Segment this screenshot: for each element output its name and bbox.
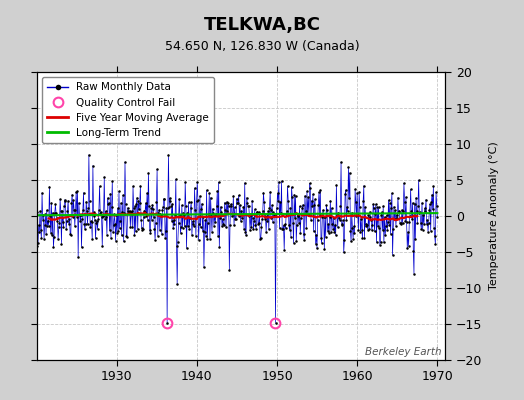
Text: Berkeley Earth: Berkeley Earth [365, 347, 441, 357]
Y-axis label: Temperature Anomaly (°C): Temperature Anomaly (°C) [489, 142, 499, 290]
Text: TELKWA,BC: TELKWA,BC [203, 16, 321, 34]
Legend: Raw Monthly Data, Quality Control Fail, Five Year Moving Average, Long-Term Tren: Raw Monthly Data, Quality Control Fail, … [42, 77, 214, 143]
Text: 54.650 N, 126.830 W (Canada): 54.650 N, 126.830 W (Canada) [165, 40, 359, 53]
